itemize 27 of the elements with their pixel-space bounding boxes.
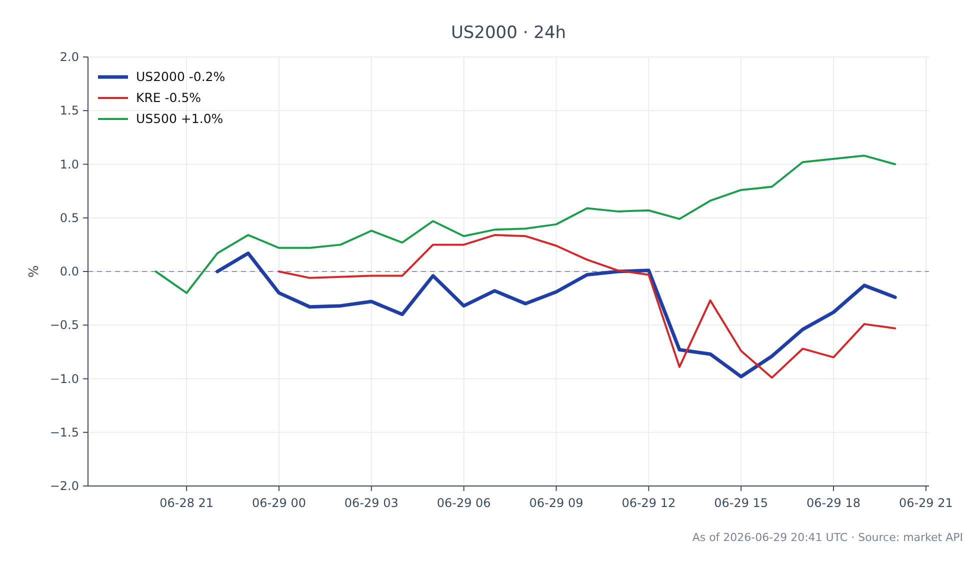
x-tick-label: 06-29 00	[252, 496, 306, 510]
y-tick-label: −0.5	[50, 318, 79, 332]
y-tick-label: 0.0	[60, 264, 79, 278]
x-tick-label: 06-29 03	[344, 496, 398, 510]
y-axis-title: %	[27, 265, 42, 278]
line-series	[154, 154, 896, 294]
legend-label: US2000 -0.2%	[136, 69, 226, 84]
x-tick-label: 06-29 06	[436, 496, 491, 510]
x-tick-label: 06-28 21	[160, 496, 214, 510]
y-tick-label: 2.0	[60, 50, 79, 64]
y-tick-label: −2.0	[50, 479, 79, 493]
line-series	[216, 252, 897, 378]
y-tick-label: −1.5	[50, 425, 79, 440]
x-tick-label: 06-29 18	[806, 496, 860, 510]
text: As of 2026-06-29 20:41 UTC · Source: market API	[692, 531, 963, 544]
x-tick-label: 06-29 21	[898, 496, 953, 510]
x-tick-label: 06-29 15	[714, 496, 768, 510]
chart-title: US2000 · 24h	[450, 23, 566, 43]
x-tick-label: 06-29 09	[529, 496, 584, 510]
y-tick-label: −1.0	[50, 372, 79, 386]
y-tick-label: 1.0	[60, 157, 79, 172]
legend-label: KRE -0.5%	[136, 90, 202, 105]
legend-label: US500 +1.0%	[136, 111, 224, 126]
line-series	[278, 234, 896, 379]
y-tick-label: 0.5	[60, 210, 79, 225]
x-tick-label: 06-29 12	[622, 496, 676, 510]
y-tick-label: 1.5	[60, 104, 79, 118]
